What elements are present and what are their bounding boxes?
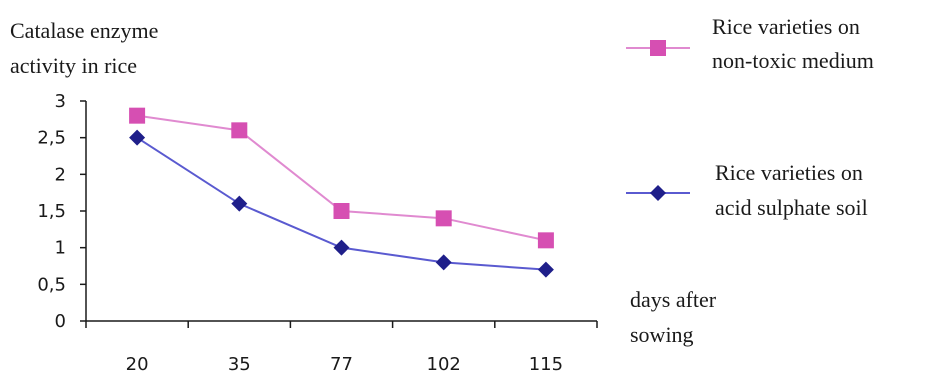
data-point-square [333, 203, 350, 219]
x-axis-ticks: 20 35 77 102 115 [85, 321, 598, 375]
data-point-diamond [231, 195, 248, 212]
data-point-diamond [333, 239, 350, 256]
data-point-square [435, 210, 452, 227]
y-tick-label: 0 [55, 311, 66, 332]
data-point-square [537, 232, 554, 249]
legend-label-non-toxic-line-1: Rice varieties on [712, 14, 860, 39]
x-tick-label: 35 [228, 354, 251, 375]
y-tick-label: 3 [55, 91, 66, 112]
y-axis-title-line-1: Catalase enzyme [10, 18, 158, 43]
y-tick-label: 0,5 [37, 274, 66, 295]
legend-marker-diamond [650, 185, 666, 201]
data-point-square [231, 122, 248, 139]
legend-label-acid-sulphate-line-1: Rice varieties on [715, 160, 863, 185]
x-axis-title-line-2: sowing [630, 322, 694, 347]
data-point-diamond [435, 254, 452, 271]
legend-marker-square [650, 40, 666, 56]
y-tick-label: 2,5 [37, 128, 66, 149]
y-axis-ticks: 0 0,5 1 1,5 2 2,5 3 [37, 91, 86, 332]
x-tick-label: 115 [529, 354, 563, 375]
data-point-square [129, 107, 146, 124]
x-axis-title-line-1: days after [630, 287, 717, 312]
data-point-diamond [129, 129, 146, 146]
y-axis-title-line-2: activity in rice [10, 53, 137, 78]
legend: Rice varieties on non-toxic medium Rice … [626, 14, 874, 220]
series-layer [129, 107, 554, 278]
legend-label-non-toxic-line-2: non-toxic medium [712, 48, 874, 73]
y-tick-label: 1 [55, 238, 66, 259]
legend-item-acid-sulphate: Rice varieties on acid sulphate soil [626, 160, 868, 220]
legend-label-acid-sulphate-line-2: acid sulphate soil [715, 195, 868, 220]
x-tick-label: 20 [126, 354, 149, 375]
x-tick-label: 77 [330, 354, 353, 375]
x-tick-label: 102 [427, 354, 461, 375]
legend-item-non-toxic: Rice varieties on non-toxic medium [626, 14, 874, 73]
y-tick-label: 1,5 [37, 201, 66, 222]
data-point-diamond [537, 261, 554, 278]
y-tick-label: 2 [55, 164, 66, 185]
